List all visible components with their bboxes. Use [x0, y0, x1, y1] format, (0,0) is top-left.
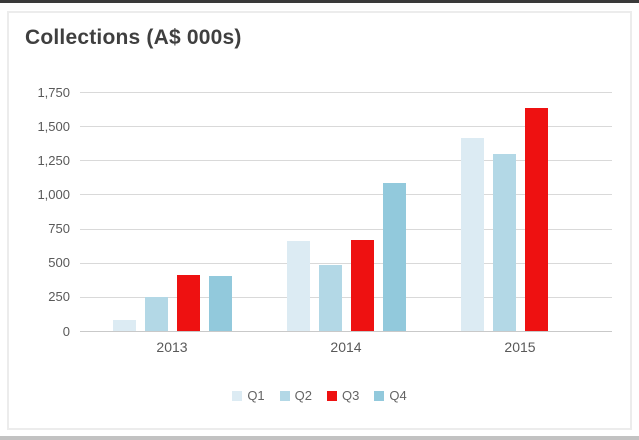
plot-area: 0 250 500 750 1,000 1,250 1,500 1,750 2013 2014 20…: [9, 13, 630, 428]
gridline: [80, 194, 612, 196]
chart-title: Collections (A$ 000s): [25, 26, 242, 49]
window-top-edge: [0, 0, 639, 3]
y-axis-tick-label: 500: [48, 255, 70, 271]
gridline: [80, 331, 612, 332]
window-bottom-edge: [0, 436, 639, 440]
y-axis-tick-label: 750: [48, 221, 70, 237]
legend-swatch-q2: [279, 390, 290, 401]
y-axis-tick-label: 1,500: [37, 118, 70, 134]
legend-label: Q1: [247, 388, 265, 403]
bar-2013-q4: [208, 275, 232, 331]
legend-item-q3: Q3: [327, 388, 359, 403]
gridline: [80, 228, 612, 230]
y-axis-tick-label: 1,000: [37, 186, 70, 202]
legend-label: Q3: [342, 388, 360, 403]
bar-2013-q1: [112, 320, 136, 331]
chart-frame: Collections (A$ 000s) 0 250 500 750 1,000 1,2…: [7, 11, 632, 430]
bar-2013-q2: [144, 296, 168, 331]
bar-2014-q2: [318, 265, 342, 331]
bar-2015-q3: [524, 108, 548, 331]
y-axis-tick-label: 1,750: [37, 84, 70, 100]
bar-2014-q3: [350, 240, 374, 331]
legend-label: Q2: [294, 388, 312, 403]
legend-label: Q4: [389, 388, 407, 403]
y-axis-tick-label: 250: [48, 289, 70, 305]
legend-swatch-q4: [374, 390, 385, 401]
legend-item-q4: Q4: [374, 388, 407, 403]
legend-item-q1: Q1: [232, 388, 265, 403]
bar-2014-q1: [286, 240, 310, 331]
legend-swatch-q1: [232, 390, 243, 401]
x-axis-tick-label: 2015: [504, 339, 536, 355]
bar-2014-q4: [382, 182, 406, 331]
gridline: [80, 160, 612, 162]
x-axis-tick-label: 2014: [330, 339, 362, 355]
y-axis-tick-label: 1,250: [37, 152, 70, 168]
gridline: [80, 126, 612, 128]
bar-2015-q1: [460, 138, 484, 331]
gridline: [80, 296, 612, 298]
bar-2013-q3: [176, 275, 200, 331]
x-axis-tick-label: 2013: [156, 339, 188, 355]
legend-swatch-q3: [327, 390, 337, 401]
gridline: [80, 262, 612, 264]
gridline: [80, 92, 612, 93]
y-axis-tick-label: 0: [62, 323, 70, 339]
bar-2015-q2: [492, 153, 516, 331]
legend-item-q2: Q2: [279, 388, 312, 403]
chart-legend: Q1 Q2 Q3 Q4: [9, 388, 630, 403]
